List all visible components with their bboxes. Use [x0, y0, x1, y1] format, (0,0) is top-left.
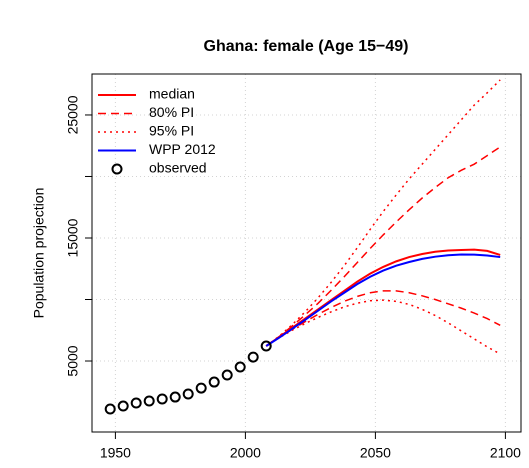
observed-point — [130, 397, 142, 409]
legend-label: 80% PI — [149, 104, 194, 120]
observed-point — [195, 382, 207, 394]
observed-point — [234, 361, 246, 373]
y-tick-label: 25000 — [65, 95, 81, 134]
series-line — [265, 146, 501, 347]
series-line — [265, 248, 501, 347]
legend-label: WPP 2012 — [149, 141, 216, 157]
series-line — [265, 290, 501, 347]
y-axis-label: Population projection — [31, 188, 47, 319]
legend-label: 95% PI — [149, 123, 194, 139]
observed-point — [143, 395, 155, 407]
y-tick-label: 5000 — [65, 345, 81, 376]
legend-marker — [111, 163, 123, 175]
observed-point — [104, 403, 116, 415]
observed-point — [260, 340, 272, 352]
observed-point — [156, 393, 168, 405]
x-tick-label: 1950 — [100, 445, 131, 461]
observed-point — [221, 369, 233, 381]
x-tick-label: 2100 — [490, 445, 521, 461]
series-line — [265, 79, 501, 347]
legend-label: median — [149, 86, 195, 102]
x-tick-label: 2050 — [360, 445, 391, 461]
observed-point — [182, 388, 194, 400]
observed-point — [169, 391, 181, 403]
legend-label: observed — [149, 160, 207, 176]
observed-point — [117, 400, 129, 412]
y-tick-label: 15000 — [65, 218, 81, 257]
chart-title: Ghana: female (Age 15−49) — [204, 38, 409, 55]
plot-frame — [91, 73, 522, 433]
series-line — [265, 299, 501, 355]
observed-point — [247, 351, 259, 363]
observed-point — [208, 376, 220, 388]
x-tick-label: 2000 — [230, 445, 261, 461]
series-line — [265, 253, 501, 347]
